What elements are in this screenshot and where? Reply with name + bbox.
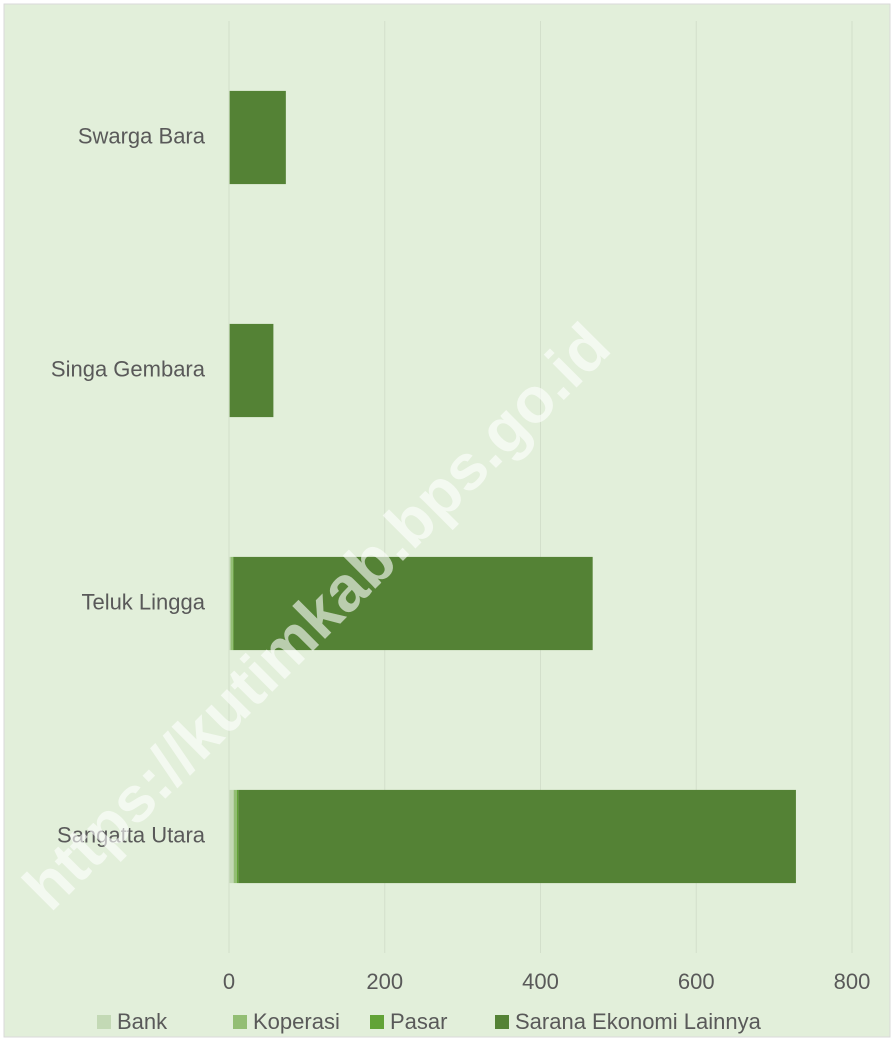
legend-label: Bank xyxy=(117,1009,168,1034)
legend-swatch xyxy=(370,1015,384,1029)
bar-segment xyxy=(230,556,233,651)
x-tick-label: 200 xyxy=(366,969,403,994)
bar-segment xyxy=(233,789,237,884)
legend-swatch xyxy=(233,1015,247,1029)
bar-segment xyxy=(229,789,234,884)
legend-label: Pasar xyxy=(390,1009,447,1034)
y-tick-label: Sangatta Utara xyxy=(57,822,206,847)
bar-segment xyxy=(233,556,593,651)
legend-label: Sarana Ekonomi Lainnya xyxy=(515,1009,762,1034)
x-tick-label: 0 xyxy=(223,969,235,994)
bar-segment xyxy=(229,556,231,651)
legend-label: Koperasi xyxy=(253,1009,340,1034)
x-tick-label: 600 xyxy=(678,969,715,994)
x-tick-label: 400 xyxy=(522,969,559,994)
bar-segment xyxy=(238,789,796,884)
bar-segment xyxy=(236,789,239,884)
legend-swatch xyxy=(97,1015,111,1029)
y-tick-label: Swarga Bara xyxy=(78,123,206,148)
legend-swatch xyxy=(495,1015,509,1029)
y-tick-label: Singa Gembara xyxy=(51,356,206,381)
bar-segment xyxy=(232,556,234,651)
x-tick-label: 800 xyxy=(834,969,871,994)
bar-segment xyxy=(229,90,286,185)
bar-segment xyxy=(229,323,274,418)
y-tick-label: Teluk Lingga xyxy=(81,589,205,614)
